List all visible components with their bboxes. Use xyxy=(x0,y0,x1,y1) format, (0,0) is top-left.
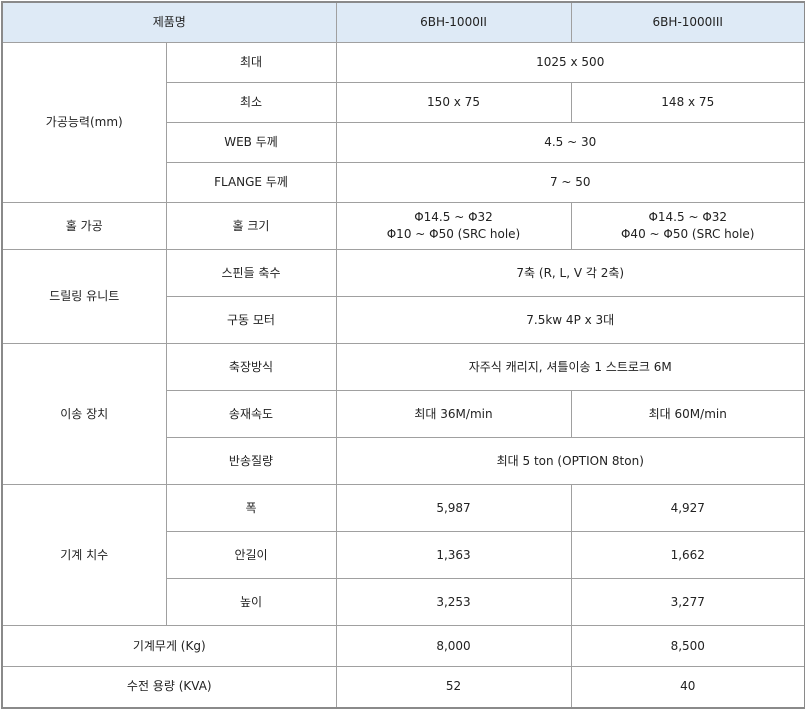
transfer-label: 이송 장치 xyxy=(1,343,167,485)
row-label: 높이 xyxy=(165,578,337,626)
drill-label: 드릴링 유니트 xyxy=(1,249,167,344)
table-row: 이송 장치 축장방식 자주식 캐리지, 셔틀이송 1 스트로크 6M xyxy=(1,343,805,485)
row-label: 최소 xyxy=(165,82,337,123)
cell-value: Φ14.5 ~ Φ32 Φ10 ~ Φ50 (SRC hole) xyxy=(335,202,572,250)
hole-line: Φ10 ~ Φ50 (SRC hole) xyxy=(386,227,521,241)
table-row: 송재속도 최대 36M/min 최대 60M/min xyxy=(2,390,805,438)
row-label: 송재속도 xyxy=(165,390,337,438)
table-row: WEB 두께 4.5 ~ 30 xyxy=(2,122,805,163)
row-label: 폭 xyxy=(165,484,337,532)
cell-value: Φ14.5 ~ Φ32 Φ40 ~ Φ50 (SRC hole) xyxy=(570,202,805,250)
cell-value: 3,277 xyxy=(570,578,805,626)
row-label: 스핀들 축수 xyxy=(165,249,337,297)
cell-value: 4.5 ~ 30 xyxy=(335,122,805,163)
header-product-name: 제품명 xyxy=(1,1,337,43)
row-label: 안길이 xyxy=(165,531,337,579)
table-row: 가공능력(mm) 최대 1025 x 500 xyxy=(1,42,805,203)
header-row: 제품명 6BH-1000II 6BH-1000III xyxy=(1,1,805,43)
row-label: 최대 xyxy=(165,42,337,83)
cell-value: 40 xyxy=(570,666,805,708)
cell-value: 1,662 xyxy=(570,531,805,579)
table-row: 구동 모터 7.5kw 4P x 3대 xyxy=(2,296,805,344)
header-model-1: 6BH-1000II xyxy=(335,1,572,43)
capacity-label: 가공능력(mm) xyxy=(1,42,167,203)
header-model-2: 6BH-1000III xyxy=(570,1,805,43)
hole-line: Φ14.5 ~ Φ32 xyxy=(648,210,728,224)
table-row: 기계 치수 폭 5,987 4,927 xyxy=(1,484,805,626)
hole-line: Φ40 ~ Φ50 (SRC hole) xyxy=(620,227,755,241)
cell-value: 1,363 xyxy=(335,531,572,579)
cell-value: 7.5kw 4P x 3대 xyxy=(335,296,805,344)
hole-label: 홀 가공 xyxy=(1,202,167,250)
cell-value: 150 x 75 xyxy=(335,82,572,123)
row-label: 축장방식 xyxy=(165,343,337,391)
row-label: 홀 크기 xyxy=(165,202,337,250)
cell-value: 최대 36M/min xyxy=(335,390,572,438)
cell-value: 1025 x 500 xyxy=(335,42,805,83)
cell-value: 3,253 xyxy=(335,578,572,626)
table-row: 안길이 1,363 1,662 xyxy=(2,531,805,579)
row-label: 구동 모터 xyxy=(165,296,337,344)
row-label: WEB 두께 xyxy=(165,122,337,163)
spec-table: 제품명 6BH-1000II 6BH-1000III 가공능력(mm) 최대 1… xyxy=(1,1,805,709)
cell-value: 7축 (R, L, V 각 2축) xyxy=(335,249,805,297)
hole-line: Φ14.5 ~ Φ32 xyxy=(414,210,493,224)
cell-value: 8,000 xyxy=(335,625,572,667)
table-row: 반송질량 최대 5 ton (OPTION 8ton) xyxy=(2,437,805,485)
table-row: 기계무게 (Kg) 8,000 8,500 xyxy=(1,625,805,667)
cell-value: 자주식 캐리지, 셔틀이송 1 스트로크 6M xyxy=(335,343,805,391)
cell-value: 148 x 75 xyxy=(570,82,805,123)
cell-value: 최대 60M/min xyxy=(570,390,805,438)
cell-value: 7 ~ 50 xyxy=(335,162,805,203)
row-label: 반송질량 xyxy=(165,437,337,485)
power-label: 수전 용량 (KVA) xyxy=(1,666,337,708)
table-row: 드릴링 유니트 스핀들 축수 7축 (R, L, V 각 2축) xyxy=(1,249,805,344)
table-row: FLANGE 두께 7 ~ 50 xyxy=(2,162,805,203)
cell-value: 4,927 xyxy=(570,484,805,532)
weight-label: 기계무게 (Kg) xyxy=(1,625,337,667)
dimensions-label: 기계 치수 xyxy=(1,484,167,626)
table-row: 높이 3,253 3,277 xyxy=(2,578,805,626)
cell-value: 최대 5 ton (OPTION 8ton) xyxy=(335,437,805,485)
table-row: 홀 가공 홀 크기 Φ14.5 ~ Φ32 Φ10 ~ Φ50 (SRC hole… xyxy=(1,202,805,250)
row-label: FLANGE 두께 xyxy=(165,162,337,203)
cell-value: 5,987 xyxy=(335,484,572,532)
cell-value: 52 xyxy=(335,666,572,708)
cell-value: 8,500 xyxy=(570,625,805,667)
table-row: 수전 용량 (KVA) 52 40 xyxy=(1,666,805,708)
